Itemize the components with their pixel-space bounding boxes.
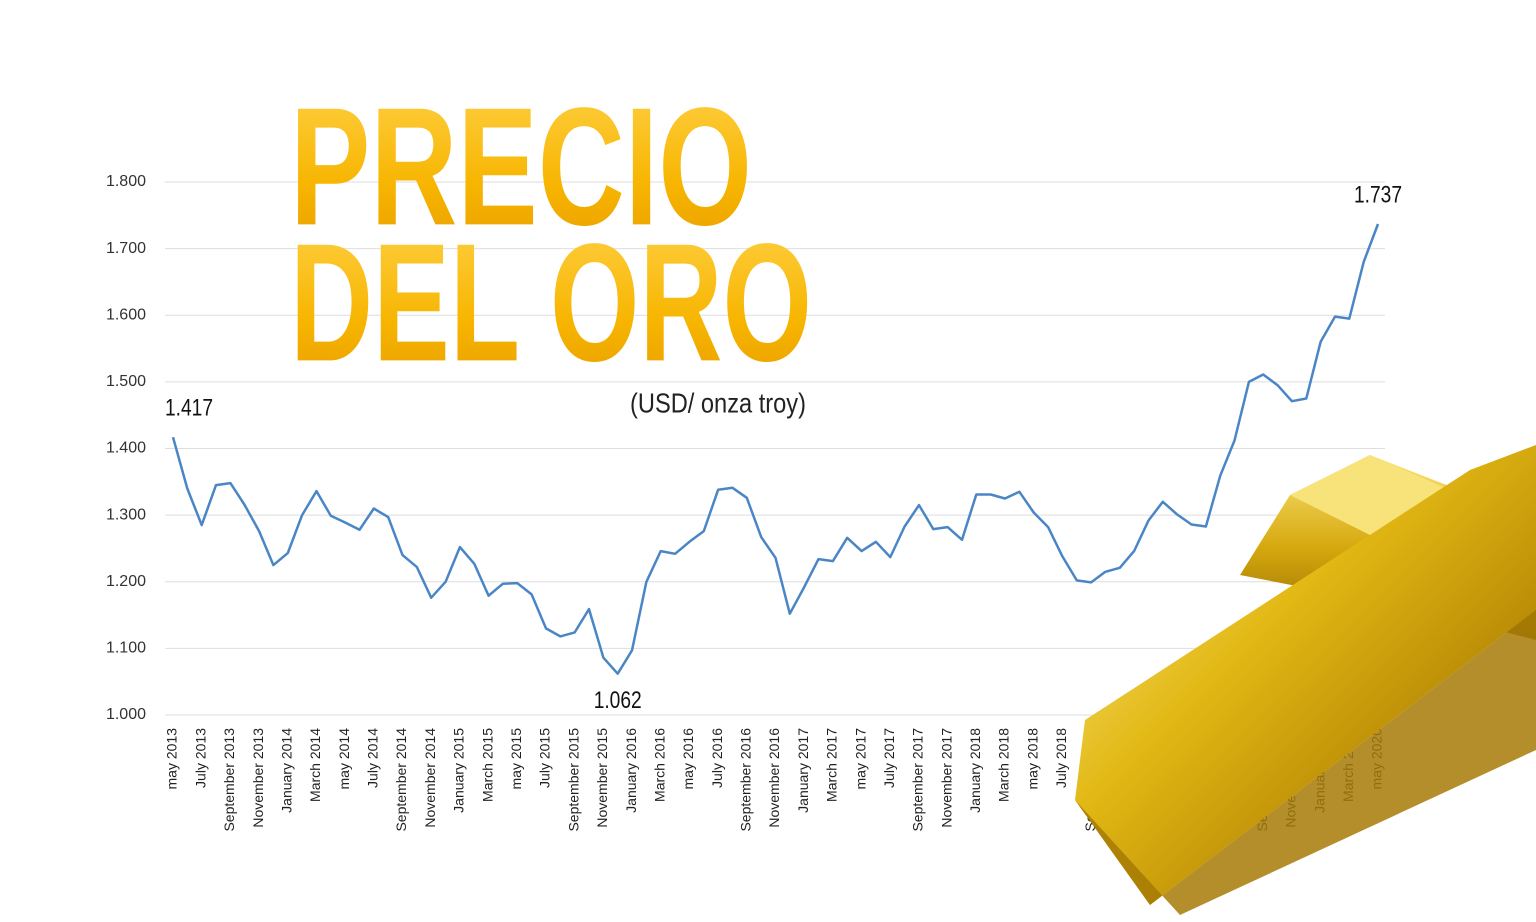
x-tick-label: may 2017 xyxy=(852,728,868,790)
x-tick-label: November 2015 xyxy=(594,728,610,828)
y-tick-label: 1.400 xyxy=(106,440,146,457)
x-tick-label: January 2018 xyxy=(967,728,983,813)
x-tick-label: may 2018 xyxy=(1024,728,1040,790)
chart-title: DEL ORO xyxy=(290,208,812,396)
x-tick-label: January 2017 xyxy=(795,728,811,813)
y-tick-label: 1.100 xyxy=(106,640,146,657)
x-tick-label: may 2013 xyxy=(164,728,180,790)
chart-subtitle: (USD/ onza troy) xyxy=(630,387,806,418)
y-tick-label: 1.000 xyxy=(106,706,146,723)
x-tick-label: January 2014 xyxy=(278,728,294,813)
x-tick-label: November 2014 xyxy=(422,728,438,828)
gold-bar xyxy=(1075,445,1536,905)
x-tick-label: March 2018 xyxy=(996,728,1012,802)
gold-bars xyxy=(1075,445,1536,915)
y-tick-label: 1.700 xyxy=(106,240,146,257)
x-tick-label: September 2013 xyxy=(221,728,237,832)
y-tick-label: 1.500 xyxy=(106,373,146,390)
x-tick-label: November 2016 xyxy=(766,728,782,828)
x-tick-label: January 2016 xyxy=(623,728,639,813)
x-tick-label: January 2015 xyxy=(451,728,467,813)
x-tick-label: July 2015 xyxy=(537,728,553,788)
x-tick-label: September 2014 xyxy=(393,728,409,832)
chart-title: PRECIO xyxy=(290,72,752,260)
x-tick-label: March 2017 xyxy=(824,728,840,802)
y-tick-label: 1.600 xyxy=(106,306,146,323)
data-label: 1.737 xyxy=(1354,181,1402,208)
x-tick-label: March 2015 xyxy=(479,728,495,802)
x-tick-label: March 2014 xyxy=(307,728,323,802)
data-label: 1.417 xyxy=(165,395,213,422)
x-tick-label: may 2014 xyxy=(336,728,352,790)
x-tick-label: July 2017 xyxy=(881,728,897,788)
x-tick-label: March 2016 xyxy=(651,728,667,802)
gold-bar xyxy=(1075,610,1536,915)
plot: 1.417 1.062 1.737 xyxy=(165,181,1402,714)
x-tick-label: may 2016 xyxy=(680,728,696,790)
data-line xyxy=(171,223,1380,675)
x-tick-label: September 2015 xyxy=(565,728,581,832)
x-tick-label: July 2014 xyxy=(365,728,381,788)
x-tick-label: July 2013 xyxy=(192,728,208,788)
x-tick-label: November 2017 xyxy=(938,728,954,828)
gold-bar xyxy=(1290,455,1450,540)
x-tick-label: July 2018 xyxy=(1053,728,1069,788)
x-tick-label: November 2013 xyxy=(250,728,266,828)
y-tick-label: 1.300 xyxy=(106,506,146,523)
x-tick-label: July 2016 xyxy=(709,728,725,788)
y-tick-label: 1.800 xyxy=(106,173,146,190)
data-label: 1.062 xyxy=(594,687,642,714)
y-tick-label: 1.200 xyxy=(106,573,146,590)
x-tick-label: September 2016 xyxy=(738,728,754,832)
x-tick-label: September 2017 xyxy=(910,728,926,832)
x-tick-label: may 2015 xyxy=(508,728,524,790)
